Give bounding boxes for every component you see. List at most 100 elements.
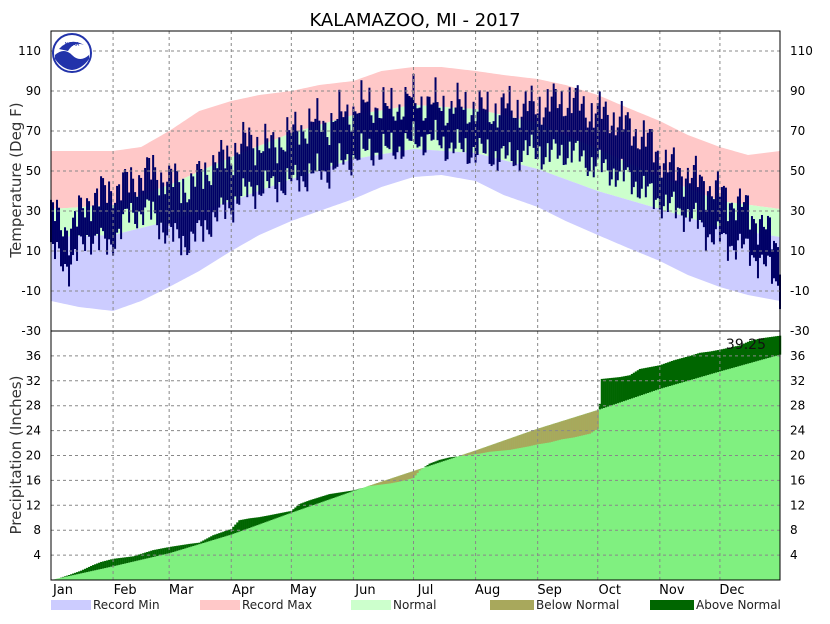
observed-temp-bar [535,114,537,159]
below-normal-bar [547,426,549,443]
observed-temp-bar [336,119,338,167]
temperature-tick-left: -30 [21,324,41,338]
below-normal-bar [505,440,507,450]
observed-temp-bar [421,97,423,137]
observed-temp-bar [332,122,334,170]
below-normal-bar [489,446,491,452]
below-normal-bar [384,480,386,484]
observed-temp-bar [294,112,296,165]
above-normal-bar [200,542,202,544]
observed-temp-bar [96,188,98,233]
below-normal-bar [499,442,501,451]
above-normal-bar [455,457,457,458]
below-normal-bar [406,473,408,479]
observed-temp-bar [288,130,290,179]
observed-temp-bar [130,167,132,203]
below-normal-bar [559,422,561,440]
observed-temp-bar [410,97,412,141]
observed-temp-bar [256,137,258,185]
above-normal-bar [773,337,775,357]
observed-temp-bar [138,175,140,211]
below-normal-bar [503,441,505,451]
observed-temp-bar [164,194,166,243]
observed-temp-bar [298,145,300,192]
above-normal-bar [124,557,126,563]
legend-swatch [490,600,534,610]
below-normal-bar [390,478,392,483]
observed-temp-bar [116,186,118,233]
observed-temp-bar [242,122,244,178]
observed-temp-bar [376,108,378,152]
observed-temp-bar [695,156,697,203]
observed-temp-bar [743,202,745,244]
observed-temp-bar [623,129,625,181]
above-normal-bar [66,576,68,577]
observed-temp-bar [575,88,577,143]
observed-temp-bar [531,86,533,135]
above-normal-bar [196,543,198,545]
observed-temp-bar [593,128,595,178]
observed-temp-bar [408,96,410,141]
month-label: Jun [354,583,375,598]
observed-temp-bar [591,103,593,157]
below-normal-bar [495,443,497,451]
above-normal-bar [110,559,112,566]
month-label: Jan [52,583,73,598]
below-normal-bar [404,474,406,480]
observed-temp-bar [190,173,192,231]
above-normal-bar [212,535,214,540]
observed-temp-bar [501,97,503,148]
temperature-tick-left: 10 [26,244,41,258]
observed-temp-bar [292,124,294,174]
observed-temp-bar [208,181,210,234]
above-normal-bar [286,512,288,515]
below-normal-bar [380,482,382,485]
observed-temp-bar [260,153,262,196]
observed-temp-bar [461,107,463,149]
above-normal-bar [314,498,316,504]
above-normal-bar [679,359,681,383]
above-normal-bar [775,336,777,356]
above-normal-bar [643,368,645,394]
observed-temp-bar [675,181,677,219]
observed-temp-bar [308,109,310,164]
above-normal-bar [777,336,779,355]
observed-temp-bar [583,96,585,150]
below-normal-bar [585,414,587,435]
observed-temp-bar [723,186,725,233]
observed-temp-bar [248,128,250,182]
observed-temp-bar [192,176,194,233]
below-normal-bar [463,455,465,456]
above-normal-bar [451,457,453,458]
above-normal-bar [322,496,324,502]
observed-temp-bar [396,112,398,153]
observed-temp-bar [603,107,605,163]
observed-temp-bar [739,189,741,234]
above-normal-bar [116,558,118,565]
observed-temp-bar [417,108,419,147]
above-normal-bar [194,543,196,545]
precipitation-tick-right: 28 [790,399,805,413]
observed-temp-bar [547,89,549,143]
temperature-tick-right: 70 [790,124,805,138]
temperature-tick-right: -10 [790,284,810,298]
precipitation-tick-right: 36 [790,349,805,363]
above-normal-bar [164,548,166,554]
precipitation-tick-left: 32 [26,374,41,388]
precipitation-tick-left: 36 [26,349,41,363]
above-normal-bar [142,553,144,559]
observed-temp-bar [707,191,709,237]
observed-temp-bar [302,132,304,182]
above-normal-bar [208,537,210,541]
above-normal-bar [655,366,657,390]
above-normal-bar [354,490,356,491]
above-normal-bar [723,349,725,371]
observed-temp-bar [565,116,567,165]
below-normal-bar [511,438,513,450]
observed-temp-bar [326,137,328,183]
above-normal-bar [296,506,298,511]
observed-temp-bar [280,147,282,190]
above-normal-bar [152,550,154,557]
observed-temp-bar [437,102,439,140]
observed-temp-bar [563,116,565,165]
